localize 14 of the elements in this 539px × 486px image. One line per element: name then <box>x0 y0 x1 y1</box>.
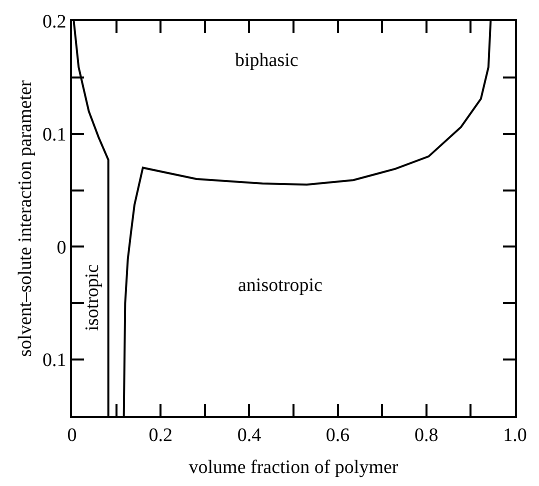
y-tick-label: 0 <box>56 237 66 258</box>
y-tick-label: 0.2 <box>42 12 66 33</box>
x-tick-label: 0.8 <box>414 424 438 446</box>
y-axis-title: solvent–solute interaction parameter <box>14 80 36 357</box>
x-tick-label: 0.2 <box>148 424 172 446</box>
x-axis-title: volume fraction of polymer <box>188 457 399 478</box>
annotation: anisotropic <box>238 275 322 296</box>
x-tick-label: 1.0 <box>503 424 527 446</box>
annotation: isotropic <box>82 264 103 331</box>
y-tick-label: 0.1 <box>42 124 66 146</box>
x-tick-label: 0.4 <box>237 424 262 446</box>
y-tick-label: 0.1 <box>42 350 66 372</box>
annotation: biphasic <box>235 50 298 71</box>
x-tick-label: 0.6 <box>326 424 350 446</box>
